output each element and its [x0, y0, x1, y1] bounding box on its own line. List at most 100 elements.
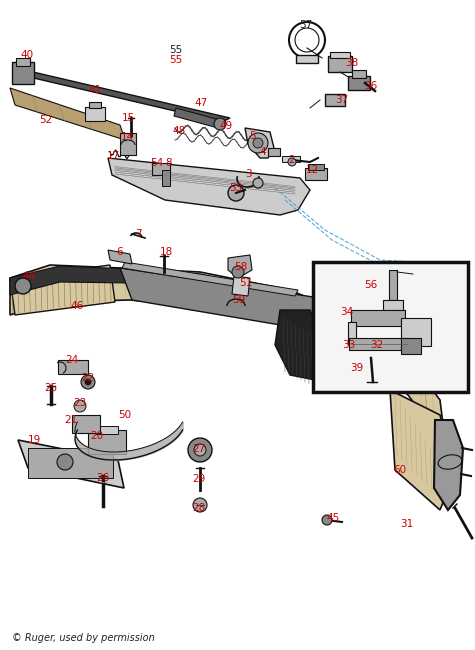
Text: 27: 27: [192, 444, 206, 454]
Text: 31: 31: [400, 519, 414, 529]
Bar: [389, 270, 397, 300]
Polygon shape: [10, 265, 445, 495]
Text: 33: 33: [342, 340, 356, 350]
Circle shape: [15, 278, 31, 294]
Circle shape: [214, 118, 226, 130]
Text: 37: 37: [335, 95, 349, 105]
Circle shape: [232, 266, 244, 278]
Circle shape: [193, 498, 207, 512]
Polygon shape: [10, 265, 115, 315]
Polygon shape: [275, 310, 325, 380]
Circle shape: [57, 454, 73, 470]
Polygon shape: [25, 72, 230, 122]
Text: 59: 59: [232, 295, 246, 305]
Text: 29: 29: [192, 474, 206, 484]
Bar: [328, 56, 352, 72]
Bar: [96, 426, 118, 434]
Text: 41: 41: [88, 85, 102, 95]
Text: 44: 44: [22, 271, 36, 281]
Text: 51: 51: [239, 278, 253, 288]
Text: 56: 56: [364, 280, 378, 290]
Polygon shape: [18, 440, 124, 488]
Bar: [348, 322, 356, 344]
Bar: [282, 156, 300, 162]
Text: 36: 36: [364, 81, 378, 91]
Bar: [16, 58, 30, 66]
Bar: [296, 55, 318, 63]
Text: 53: 53: [229, 183, 243, 193]
Text: 57: 57: [299, 20, 313, 30]
Text: 7: 7: [135, 229, 142, 239]
Bar: [401, 318, 431, 346]
Text: 6: 6: [117, 247, 124, 257]
Text: 17: 17: [106, 151, 120, 161]
Circle shape: [253, 138, 263, 148]
Text: © Ruger, used by permission: © Ruger, used by permission: [12, 633, 155, 643]
Bar: [12, 62, 34, 84]
Text: 38: 38: [345, 58, 359, 68]
Text: 19: 19: [28, 435, 41, 445]
Text: 25: 25: [44, 383, 57, 393]
Text: 23: 23: [73, 398, 86, 408]
Bar: [308, 164, 324, 170]
Bar: [401, 338, 421, 354]
Bar: [28, 448, 113, 478]
Polygon shape: [228, 255, 252, 278]
Text: 52: 52: [39, 115, 53, 125]
Bar: [72, 415, 100, 433]
Bar: [58, 360, 88, 374]
Text: 47: 47: [194, 98, 208, 108]
Bar: [152, 163, 170, 175]
Polygon shape: [10, 88, 125, 140]
Text: 12: 12: [305, 165, 319, 175]
Bar: [330, 52, 350, 58]
Bar: [349, 338, 409, 350]
Text: 50: 50: [118, 410, 132, 420]
Circle shape: [81, 375, 95, 389]
Bar: [162, 170, 170, 186]
Circle shape: [288, 158, 296, 166]
Polygon shape: [10, 266, 310, 318]
Text: 34: 34: [341, 307, 353, 317]
Text: 3: 3: [245, 169, 251, 179]
Circle shape: [188, 438, 212, 462]
Polygon shape: [120, 268, 332, 330]
Text: 5: 5: [249, 131, 256, 141]
Text: 20: 20: [90, 431, 104, 441]
Bar: [85, 107, 105, 121]
Bar: [383, 300, 403, 310]
Bar: [120, 133, 136, 155]
Bar: [89, 102, 101, 108]
Text: 22: 22: [81, 373, 95, 383]
Text: 28: 28: [192, 503, 206, 513]
Circle shape: [194, 444, 206, 456]
Circle shape: [253, 178, 263, 188]
Text: 24: 24: [66, 355, 79, 365]
Text: 14: 14: [120, 132, 133, 142]
Polygon shape: [390, 390, 450, 510]
Bar: [268, 148, 280, 156]
Bar: [348, 76, 370, 90]
Text: 39: 39: [351, 363, 364, 373]
Bar: [313, 262, 468, 392]
Bar: [305, 168, 327, 180]
Bar: [352, 70, 366, 78]
Polygon shape: [232, 276, 250, 296]
Text: 8: 8: [166, 158, 172, 168]
Polygon shape: [108, 250, 132, 264]
Bar: [351, 310, 405, 326]
Text: 32: 32: [370, 340, 384, 350]
Text: 15: 15: [122, 113, 134, 123]
Text: 21: 21: [65, 415, 77, 425]
Text: 40: 40: [20, 50, 34, 60]
Circle shape: [74, 400, 86, 412]
Polygon shape: [434, 420, 463, 510]
Text: 58: 58: [234, 262, 247, 272]
Circle shape: [228, 185, 244, 201]
Circle shape: [322, 515, 332, 525]
Polygon shape: [174, 108, 220, 128]
Polygon shape: [108, 158, 310, 215]
Text: 18: 18: [160, 247, 172, 257]
Text: 45: 45: [326, 513, 340, 523]
Text: 49: 49: [219, 121, 233, 131]
